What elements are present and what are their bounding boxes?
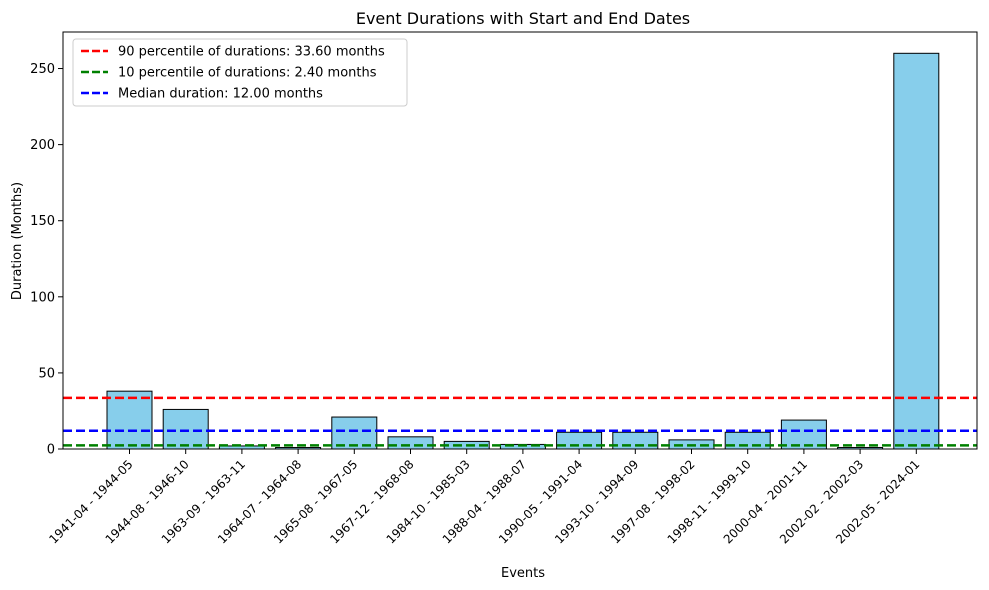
legend-entry-label: 10 percentile of durations: 2.40 months <box>118 66 377 81</box>
legend: 90 percentile of durations: 33.60 months… <box>72 38 408 107</box>
legend-entry-label: Median duration: 12.00 months <box>118 87 323 102</box>
legend-entry-label: 90 percentile of durations: 33.60 months <box>118 45 385 60</box>
plot-area-frame <box>62 31 978 450</box>
bar <box>893 52 940 450</box>
bars-layer <box>106 52 940 450</box>
y-tick-label: 50 <box>38 366 55 381</box>
bar <box>106 390 153 450</box>
y-tick-label: 150 <box>30 214 55 229</box>
legend-frame <box>72 38 408 107</box>
bar <box>331 416 378 450</box>
y-tick-label: 0 <box>47 443 55 458</box>
y-tick-label: 200 <box>30 138 55 153</box>
chart-title: Event Durations with Start and End Dates <box>356 9 690 28</box>
y-axis: 0 50 100 150 200 250 <box>30 62 63 458</box>
y-tick-label: 250 <box>30 62 55 77</box>
x-axis-label: Events <box>501 566 545 581</box>
bar <box>162 408 209 450</box>
bar <box>387 436 434 450</box>
y-tick-label: 100 <box>30 290 55 305</box>
reference-lines-layer <box>63 396 977 447</box>
y-axis-label: Duration (Months) <box>10 182 25 300</box>
